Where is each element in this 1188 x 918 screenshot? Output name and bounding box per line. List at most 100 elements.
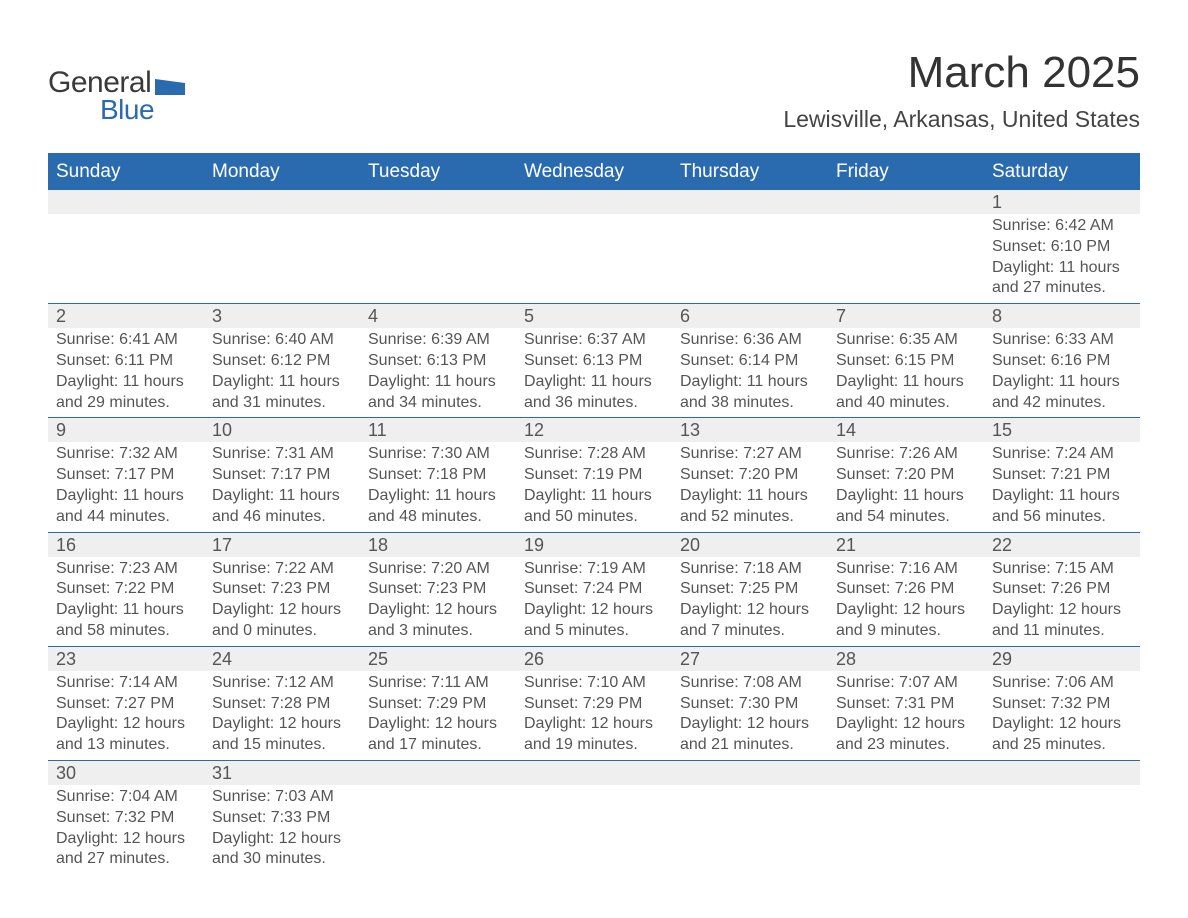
day-number: 15 [984,418,1140,442]
day-sunrise: Sunrise: 6:37 AM [524,330,664,351]
day-sunrise: Sunrise: 7:11 AM [368,673,508,694]
week-daynum-row: 2345678 [48,304,1140,329]
day-detail: Sunrise: 6:37 AMSunset: 6:13 PMDaylight:… [516,328,672,417]
logo-text-blue: Blue [100,94,185,126]
day-detail [48,214,204,241]
day-day2: and 23 minutes. [836,735,976,756]
day-day2: and 17 minutes. [368,735,508,756]
day-header: Friday [828,154,984,190]
day-day2: and 31 minutes. [212,393,352,414]
day-number: 3 [204,304,360,328]
day-day1: Daylight: 12 hours [524,600,664,621]
day-detail: Sunrise: 7:06 AMSunset: 7:32 PMDaylight:… [984,671,1140,760]
day-number [672,761,828,785]
day-day2: and 46 minutes. [212,507,352,528]
day-number: 6 [672,304,828,328]
day-number: 9 [48,418,204,442]
day-detail: Sunrise: 7:15 AMSunset: 7:26 PMDaylight:… [984,557,1140,646]
day-detail [360,214,516,241]
day-day1: Daylight: 12 hours [836,714,976,735]
day-sunset: Sunset: 7:18 PM [368,465,508,486]
day-sunset: Sunset: 7:29 PM [524,694,664,715]
day-detail [984,785,1140,812]
day-day1: Daylight: 12 hours [524,714,664,735]
day-sunset: Sunset: 7:29 PM [368,694,508,715]
day-detail: Sunrise: 7:27 AMSunset: 7:20 PMDaylight:… [672,442,828,531]
day-day2: and 27 minutes. [992,278,1132,299]
day-day1: Daylight: 12 hours [680,714,820,735]
day-day2: and 40 minutes. [836,393,976,414]
day-sunrise: Sunrise: 7:06 AM [992,673,1132,694]
day-day1: Daylight: 11 hours [56,486,196,507]
week-daynum-row: 1 [48,190,1140,215]
day-number [516,190,672,214]
day-sunset: Sunset: 6:12 PM [212,351,352,372]
day-sunset: Sunset: 7:17 PM [212,465,352,486]
page-title: March 2025 [783,48,1140,98]
day-number: 17 [204,533,360,557]
week-daynum-row: 23242526272829 [48,646,1140,671]
day-detail: Sunrise: 7:19 AMSunset: 7:24 PMDaylight:… [516,557,672,646]
day-day1: Daylight: 11 hours [524,486,664,507]
day-number: 1 [984,190,1140,214]
day-sunrise: Sunrise: 7:03 AM [212,787,352,808]
day-header: Monday [204,154,360,190]
day-detail [672,785,828,812]
day-day1: Daylight: 12 hours [992,600,1132,621]
day-day1: Daylight: 11 hours [56,372,196,393]
day-sunrise: Sunrise: 7:10 AM [524,673,664,694]
day-sunrise: Sunrise: 7:20 AM [368,559,508,580]
day-day2: and 29 minutes. [56,393,196,414]
day-sunset: Sunset: 6:13 PM [368,351,508,372]
day-detail: Sunrise: 6:39 AMSunset: 6:13 PMDaylight:… [360,328,516,417]
day-sunset: Sunset: 7:30 PM [680,694,820,715]
day-sunset: Sunset: 6:14 PM [680,351,820,372]
day-day1: Daylight: 11 hours [368,372,508,393]
day-sunrise: Sunrise: 7:07 AM [836,673,976,694]
day-number: 14 [828,418,984,442]
logo: General Blue [48,66,185,126]
day-detail [516,214,672,241]
day-number: 25 [360,647,516,671]
day-day2: and 42 minutes. [992,393,1132,414]
day-sunrise: Sunrise: 7:22 AM [212,559,352,580]
day-sunrise: Sunrise: 6:42 AM [992,216,1132,237]
day-number [48,190,204,214]
day-number: 10 [204,418,360,442]
day-header: Sunday [48,154,204,190]
day-day2: and 5 minutes. [524,621,664,642]
day-sunrise: Sunrise: 7:12 AM [212,673,352,694]
day-day2: and 9 minutes. [836,621,976,642]
day-detail: Sunrise: 7:08 AMSunset: 7:30 PMDaylight:… [672,671,828,760]
day-number: 29 [984,647,1140,671]
day-day1: Daylight: 12 hours [56,829,196,850]
day-header: Wednesday [516,154,672,190]
day-sunset: Sunset: 7:22 PM [56,579,196,600]
day-number: 7 [828,304,984,328]
day-sunset: Sunset: 7:21 PM [992,465,1132,486]
day-header: Saturday [984,154,1140,190]
day-sunrise: Sunrise: 7:27 AM [680,444,820,465]
day-detail: Sunrise: 7:07 AMSunset: 7:31 PMDaylight:… [828,671,984,760]
day-sunset: Sunset: 7:25 PM [680,579,820,600]
day-sunrise: Sunrise: 7:04 AM [56,787,196,808]
week-detail-row: Sunrise: 7:04 AMSunset: 7:32 PMDaylight:… [48,785,1140,874]
day-detail [204,214,360,241]
day-sunrise: Sunrise: 6:35 AM [836,330,976,351]
day-day2: and 0 minutes. [212,621,352,642]
day-day2: and 36 minutes. [524,393,664,414]
day-header-row: SundayMondayTuesdayWednesdayThursdayFrid… [48,154,1140,190]
day-day1: Daylight: 11 hours [212,486,352,507]
day-number: 11 [360,418,516,442]
day-number: 31 [204,761,360,785]
day-day2: and 48 minutes. [368,507,508,528]
day-number: 23 [48,647,204,671]
day-sunrise: Sunrise: 6:39 AM [368,330,508,351]
day-detail: Sunrise: 6:33 AMSunset: 6:16 PMDaylight:… [984,328,1140,417]
day-day1: Daylight: 12 hours [836,600,976,621]
day-number: 18 [360,533,516,557]
day-sunset: Sunset: 7:26 PM [992,579,1132,600]
day-detail [516,785,672,812]
day-detail: Sunrise: 7:22 AMSunset: 7:23 PMDaylight:… [204,557,360,646]
title-block: March 2025 Lewisville, Arkansas, United … [783,48,1140,133]
